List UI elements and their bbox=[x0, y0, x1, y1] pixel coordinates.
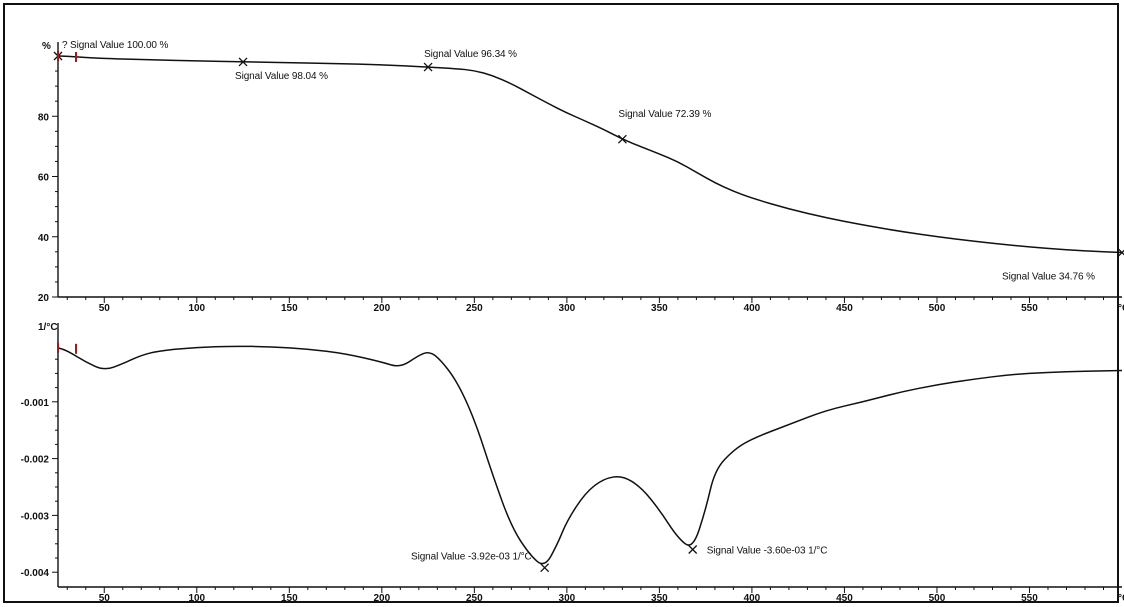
annotation-label-1-3: Signal Value 96.34 % bbox=[424, 49, 517, 60]
x-tick-label-450: 450 bbox=[836, 593, 853, 604]
x-tick-label-400: 400 bbox=[744, 593, 761, 604]
x-tick-label-300: 300 bbox=[559, 593, 576, 604]
x-tick-label-500: 500 bbox=[929, 303, 946, 314]
x-tick-label-250: 250 bbox=[466, 593, 483, 604]
annotation-label-1-1: Signal Value 100.00 % bbox=[70, 40, 169, 51]
x-unit-label-1: °C bbox=[1118, 303, 1124, 314]
annotation-label-2-1: Signal Value -3.92e-03 1/°C bbox=[411, 552, 532, 563]
annotation-marker-1-3 bbox=[423, 62, 433, 72]
x-tick-label-550: 550 bbox=[1021, 303, 1038, 314]
derivative-series-line bbox=[57, 345, 1123, 565]
x-tick-label-450: 450 bbox=[836, 303, 853, 314]
chart-frame bbox=[3, 3, 1119, 603]
x-tick-label-150: 150 bbox=[281, 303, 298, 314]
x-tick-label-50: 50 bbox=[99, 303, 111, 314]
y-tick-label-60: 60 bbox=[38, 173, 50, 184]
x-tick-label-400: 400 bbox=[744, 303, 761, 314]
annotation-label-1-2: Signal Value 98.04 % bbox=[235, 71, 328, 82]
annotation-marker-1-5 bbox=[1117, 248, 1124, 257]
x-tick-label-350: 350 bbox=[651, 593, 668, 604]
y-tick-label--0-002: -0.002 bbox=[21, 455, 50, 466]
x-tick-label-550: 550 bbox=[1021, 593, 1038, 604]
y-tick-label--0-004: -0.004 bbox=[21, 568, 50, 579]
weight-percent-series-line bbox=[57, 55, 1123, 254]
y-tick-label-80: 80 bbox=[38, 112, 50, 123]
x-unit-label-2: °C bbox=[1118, 593, 1124, 604]
weight-percent-panel: 50 100 150 200 250 300 350 400 450 500 550 °C% 20 40 6… bbox=[38, 40, 1124, 314]
derivative-panel: 50 100 150 200 250 300 350 400 450 500 550 °C 1/°C -0… bbox=[21, 322, 1124, 604]
annotation-label-1-5: Signal Value 34.76 % bbox=[1002, 272, 1095, 283]
x-tick-label-250: 250 bbox=[466, 303, 483, 314]
annotation-marker-2-2 bbox=[688, 545, 698, 554]
y-tick-label--0-003: -0.003 bbox=[21, 511, 50, 522]
x-tick-label-500: 500 bbox=[929, 593, 946, 604]
x-tick-label-150: 150 bbox=[281, 593, 298, 604]
annotation-marker-2-1 bbox=[540, 563, 550, 573]
x-tick-label-100: 100 bbox=[188, 303, 205, 314]
x-tick-label-350: 350 bbox=[651, 303, 668, 314]
x-tick-label-300: 300 bbox=[559, 303, 576, 314]
x-tick-label-50: 50 bbox=[99, 593, 111, 604]
y-tick-label--0-001: -0.001 bbox=[21, 398, 50, 409]
y-tick-label-20: 20 bbox=[38, 293, 50, 304]
x-tick-label-200: 200 bbox=[373, 593, 390, 604]
y-tick-label-40: 40 bbox=[38, 233, 50, 244]
annotation-label-2-2: Signal Value -3.60e-03 1/°C bbox=[707, 545, 828, 556]
annotation-marker-1-4 bbox=[617, 134, 627, 144]
annotation-label-1-4: Signal Value 72.39 % bbox=[618, 109, 711, 120]
x-tick-label-100: 100 bbox=[188, 593, 205, 604]
x-tick-label-200: 200 bbox=[373, 303, 390, 314]
annotation-marker-1-2 bbox=[238, 57, 248, 67]
y-unit-label-1: % bbox=[42, 41, 51, 52]
annotation-prefix-1-1: ? bbox=[62, 40, 68, 51]
y-unit-label-2: 1/°C bbox=[38, 322, 58, 333]
